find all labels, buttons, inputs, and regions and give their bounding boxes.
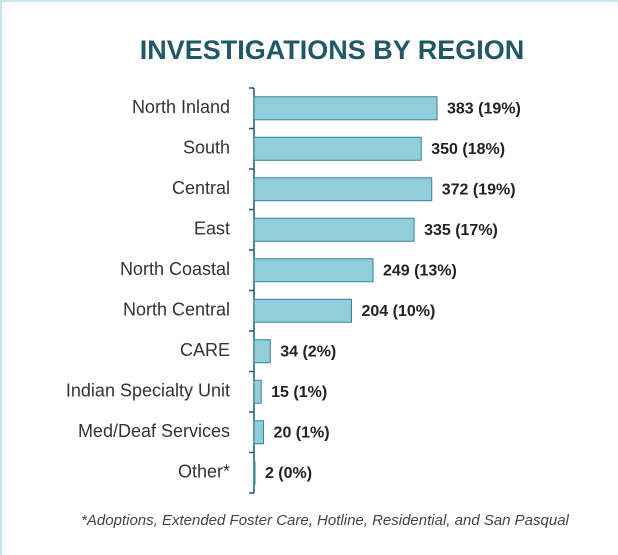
bar — [253, 420, 265, 445]
bar — [253, 460, 256, 485]
value-label: 372 (19%) — [442, 181, 516, 198]
value-label: 34 (2%) — [280, 343, 336, 360]
chart-title: INVESTIGATIONS BY REGION — [140, 35, 525, 65]
bar — [253, 96, 438, 121]
value-label: 383 (19%) — [447, 100, 521, 117]
value-label: 2 (0%) — [265, 465, 312, 482]
value-label: 204 (10%) — [361, 303, 435, 320]
bar — [253, 258, 374, 283]
category-label: North Coastal — [120, 259, 230, 279]
bar — [253, 379, 262, 404]
category-label: Med/Deaf Services — [78, 421, 230, 441]
category-label: North Inland — [132, 97, 230, 117]
category-label: South — [183, 138, 230, 158]
bar — [253, 339, 271, 364]
bar — [253, 298, 352, 323]
value-label: 350 (18%) — [431, 141, 505, 158]
value-label: 15 (1%) — [271, 384, 327, 401]
category-label: Central — [172, 178, 230, 198]
category-label: North Central — [123, 300, 230, 320]
value-label: 249 (13%) — [383, 262, 457, 279]
category-label: East — [194, 219, 230, 239]
category-label: Other* — [178, 462, 230, 482]
bar — [253, 177, 433, 202]
value-label: 20 (1%) — [274, 424, 330, 441]
category-label: Indian Specialty Unit — [66, 381, 230, 401]
footnote: *Adoptions, Extended Foster Care, Hotlin… — [81, 512, 569, 529]
category-label: CARE — [180, 340, 230, 360]
bar — [253, 136, 422, 161]
value-label: 335 (17%) — [424, 222, 498, 239]
bar — [253, 217, 415, 242]
